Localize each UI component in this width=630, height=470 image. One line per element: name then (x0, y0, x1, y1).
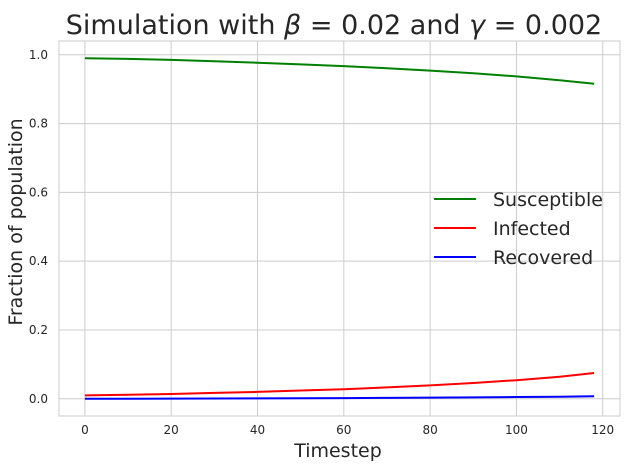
series-line-susceptible (84, 57, 595, 85)
legend-label-infected: Infected (493, 218, 571, 240)
legend: Susceptible Infected Recovered (434, 189, 603, 269)
y-tick-label: 0.6 (29, 185, 48, 199)
legend-label-recovered: Recovered (493, 247, 593, 269)
y-axis-label: Fraction of population (5, 118, 27, 325)
x-tick-label: 20 (164, 423, 179, 437)
x-tick-label: 100 (505, 423, 528, 437)
series-lines (84, 57, 595, 400)
x-tick-label: 40 (250, 423, 265, 437)
x-tick-label: 0 (81, 423, 89, 437)
x-axis-label: Timestep (293, 440, 382, 462)
x-tick-label: 120 (591, 423, 614, 437)
y-tick-labels: 0.0 0.2 0.4 0.6 0.8 1.0 (29, 48, 48, 406)
series-line-infected (84, 372, 595, 397)
y-tick-label: 0.4 (29, 254, 48, 268)
y-tick-label: 0.2 (29, 323, 48, 337)
x-tick-labels: 0 20 40 60 80 100 120 (81, 423, 614, 437)
y-tick-label: 0.0 (29, 392, 48, 406)
y-tick-label: 1.0 (29, 48, 48, 62)
x-tick-label: 60 (336, 423, 351, 437)
chart-title: Simulation with β = 0.02 and γ = 0.002 (66, 10, 602, 41)
legend-label-susceptible: Susceptible (493, 189, 603, 211)
x-tick-label: 80 (422, 423, 437, 437)
series-line-recovered (84, 395, 595, 400)
y-tick-label: 0.8 (29, 117, 48, 131)
plot-area-frame (58, 40, 621, 417)
